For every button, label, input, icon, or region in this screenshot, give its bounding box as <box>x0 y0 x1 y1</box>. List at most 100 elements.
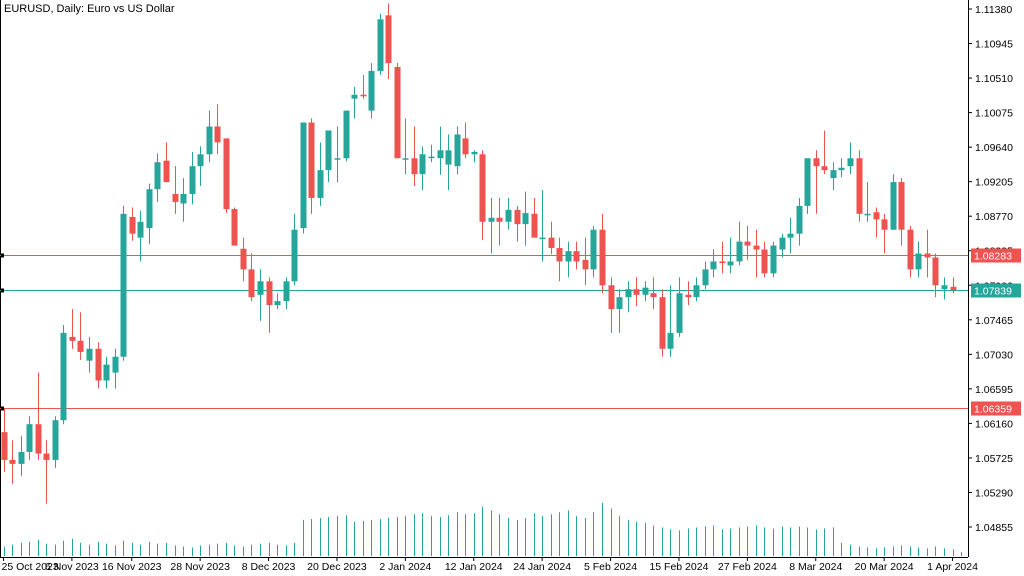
x-tick-label: 1 Apr 2024 <box>927 561 978 573</box>
candle-body-up <box>890 182 897 230</box>
candle-body-down <box>266 281 273 306</box>
candle-body-up <box>505 209 512 222</box>
candle-body-down <box>924 253 931 258</box>
candle-body-down <box>744 241 751 246</box>
x-tick-label: 6 Nov 2023 <box>45 561 99 573</box>
y-tick-label: 1.09205 <box>975 177 1013 189</box>
candle-body-up <box>325 130 332 171</box>
candle-body-down <box>462 138 469 155</box>
candle-body-up <box>565 251 572 262</box>
candle-body-down <box>77 340 84 352</box>
candle-body-up <box>676 293 683 333</box>
candle-body-up <box>18 451 25 464</box>
candle-body-down <box>240 248 247 270</box>
candle-body-down <box>95 348 102 381</box>
candle-body-down <box>932 257 939 286</box>
hline-anchor <box>1 253 4 258</box>
hline-anchor <box>1 288 4 293</box>
candle-body-down <box>308 122 315 198</box>
candle-body-down <box>496 217 503 222</box>
candle-body-down <box>394 66 401 159</box>
x-tick-label: 8 Mar 2024 <box>789 561 842 573</box>
candle-body-down <box>231 209 238 246</box>
candle-body-up <box>197 154 204 167</box>
candle-body-up <box>343 110 350 159</box>
candle-body-up <box>693 285 700 298</box>
candle-body-up <box>787 233 794 238</box>
candle-body-up <box>796 205 803 234</box>
candle-body-down <box>633 289 640 295</box>
candle-body-up <box>26 424 33 452</box>
candle-body-up <box>419 154 426 175</box>
candle-body-up <box>616 297 623 310</box>
candle-body-up <box>539 237 546 240</box>
candle-body-down <box>950 286 957 291</box>
candle-body-up <box>103 364 110 381</box>
candle-body-up <box>915 253 922 270</box>
x-tick-label: 28 Nov 2023 <box>170 561 230 573</box>
candle-body-up <box>770 245 777 274</box>
candle-body-up <box>838 167 845 171</box>
candle-body-up <box>180 193 187 204</box>
candle-body-down <box>821 166 828 171</box>
candle-body-down <box>172 193 179 202</box>
candle-body-down <box>69 336 76 341</box>
y-tick-label: 1.07465 <box>975 315 1013 327</box>
candle-body-up <box>830 170 837 179</box>
candle-body-up <box>864 213 871 216</box>
y-tick-label: 1.04855 <box>975 522 1013 534</box>
candle-body-down <box>385 15 392 63</box>
y-tick-label: 1.11380 <box>975 4 1012 16</box>
candle-body-up <box>334 158 341 160</box>
candle-body-down <box>873 212 880 220</box>
candle-body-down <box>719 261 726 264</box>
candle-body-down <box>163 160 170 183</box>
candle-body-down <box>856 158 863 214</box>
candle-body-down <box>214 126 221 143</box>
candle-body-down <box>556 247 563 262</box>
candle-body-up <box>428 156 435 159</box>
price-label-box <box>971 401 1021 416</box>
candle-body-up <box>206 126 213 155</box>
x-tick-label: 27 Feb 2024 <box>718 561 777 573</box>
candle-body-up <box>317 170 324 198</box>
x-tick-label: 12 Jan 2024 <box>445 561 503 573</box>
chart-title: EURUSD, Daily: Euro vs US Dollar <box>4 3 175 15</box>
y-tick-label: 1.06160 <box>975 418 1013 430</box>
y-tick-label: 1.05725 <box>975 453 1013 465</box>
candle-body-up <box>488 217 495 222</box>
candle-body-down <box>248 269 255 298</box>
price-label-text: 1.06359 <box>974 404 1012 416</box>
candle-body-down <box>223 138 230 210</box>
y-tick-label: 1.09640 <box>975 142 1013 154</box>
candle-body-up <box>137 221 144 238</box>
x-tick-label: 8 Dec 2023 <box>242 561 296 573</box>
candle-body-up <box>291 229 298 282</box>
candle-body-down <box>514 209 521 225</box>
candle-body-down <box>582 259 589 270</box>
candle-body-up <box>804 158 811 206</box>
candle-body-down <box>35 424 42 454</box>
y-tick-label: 1.05290 <box>975 487 1013 499</box>
candle-body-up <box>120 213 127 357</box>
candle-body-up <box>52 420 59 460</box>
x-tick-label: 24 Jan 2024 <box>513 561 571 573</box>
candle-body-up <box>257 281 264 295</box>
candle-body-up <box>300 122 307 229</box>
candle-body-up <box>667 332 674 349</box>
candle-body-up <box>351 94 358 99</box>
y-tick-label: 1.07030 <box>975 349 1013 361</box>
price-label-box <box>971 248 1021 263</box>
y-tick-label: 1.06595 <box>975 384 1013 396</box>
candle-body-up <box>154 162 161 190</box>
candle-body-up <box>377 19 384 71</box>
x-tick-label: 2 Jan 2024 <box>379 561 431 573</box>
candle-body-up <box>189 166 196 194</box>
x-tick-label: 20 Mar 2024 <box>855 561 914 573</box>
candle-body-up <box>146 189 153 229</box>
candle-body-down <box>753 245 760 250</box>
candle-body-down <box>531 213 538 238</box>
y-tick-label: 1.08770 <box>975 211 1013 223</box>
